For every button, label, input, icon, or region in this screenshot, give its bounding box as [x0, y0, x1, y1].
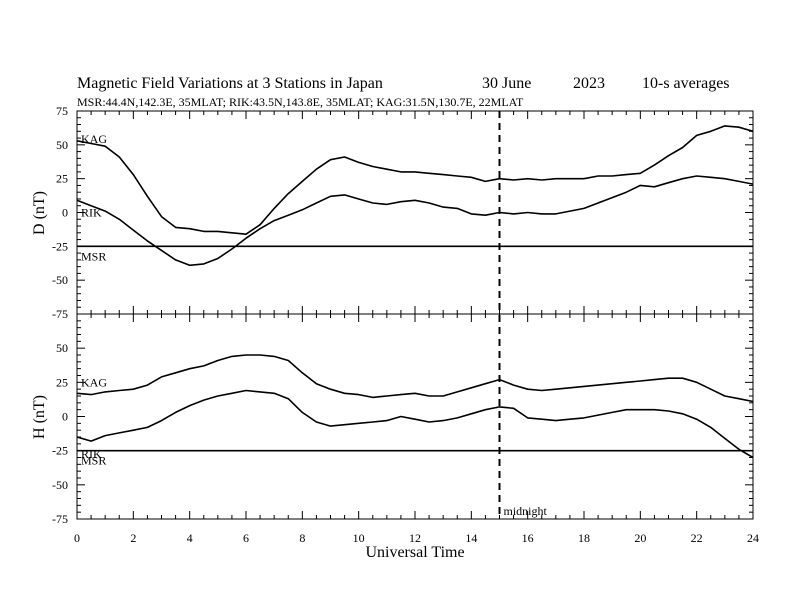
- y-tick-label: -75: [52, 307, 68, 321]
- y-tick-label: -50: [52, 478, 68, 492]
- series-label-kag: KAG: [81, 375, 107, 389]
- y-tick-label: -25: [52, 444, 68, 458]
- y-tick-label: 25: [56, 375, 68, 389]
- chart-date: 30 June: [482, 75, 531, 92]
- y-tick-label: 50: [56, 138, 68, 152]
- x-tick-label: 8: [299, 531, 305, 545]
- bottom-panel-frame: [76, 313, 754, 520]
- series-label-kag: KAG: [81, 132, 107, 146]
- bottom-y-axis-title: H (nT): [31, 395, 48, 439]
- y-tick-label: -50: [52, 273, 68, 287]
- series-line-rik: [76, 175, 754, 267]
- y-tick-label: 0: [62, 410, 68, 424]
- series-line-kag: [76, 125, 754, 235]
- top-panel: 75 50 25 0 -25 -50 -75 KAG RIK MSR: [52, 104, 754, 321]
- top-y-axis-title: D (nT): [31, 191, 48, 235]
- x-tick-label: 14: [465, 531, 477, 545]
- chart-averaging: 10-s averages: [642, 75, 730, 92]
- y-tick-label: 0: [62, 206, 68, 220]
- x-tick-label: 24: [747, 531, 759, 545]
- x-tick-label: 18: [578, 531, 590, 545]
- y-tick-label: 75: [56, 104, 68, 118]
- x-axis: 0 2 4 6 8 10 12 14 16 18 20 22 24: [74, 531, 759, 545]
- series-label-msr: MSR: [81, 249, 106, 263]
- chart-title: Magnetic Field Variations at 3 Stations …: [77, 75, 383, 92]
- series-line-rik: [76, 389, 754, 459]
- series-label-msr: MSR: [81, 454, 106, 468]
- y-tick-label: 25: [56, 172, 68, 186]
- x-tick-label: 12: [409, 531, 421, 545]
- x-axis-title: Universal Time: [365, 544, 464, 561]
- chart-year: 2023: [573, 75, 605, 92]
- y-tick-label: -25: [52, 239, 68, 253]
- x-tick-label: 6: [243, 531, 249, 545]
- x-tick-label: 22: [691, 531, 703, 545]
- x-tick-label: 4: [187, 531, 193, 545]
- top-panel-frame: [76, 110, 754, 315]
- x-tick-label: 20: [634, 531, 646, 545]
- y-tick-label: 50: [56, 341, 68, 355]
- chart-subtitle: MSR:44.4N,142.3E, 35MLAT; RIK:43.5N,143.…: [77, 95, 524, 109]
- x-tick-label: 0: [74, 531, 80, 545]
- y-tick-label: -75: [52, 512, 68, 526]
- x-tick-label: 2: [130, 531, 136, 545]
- midnight-label: midnight: [504, 504, 548, 518]
- x-tick-label: 10: [353, 531, 365, 545]
- series-label-rik: RIK: [81, 206, 102, 220]
- x-tick-label: 16: [522, 531, 534, 545]
- series-line-kag: [76, 354, 754, 403]
